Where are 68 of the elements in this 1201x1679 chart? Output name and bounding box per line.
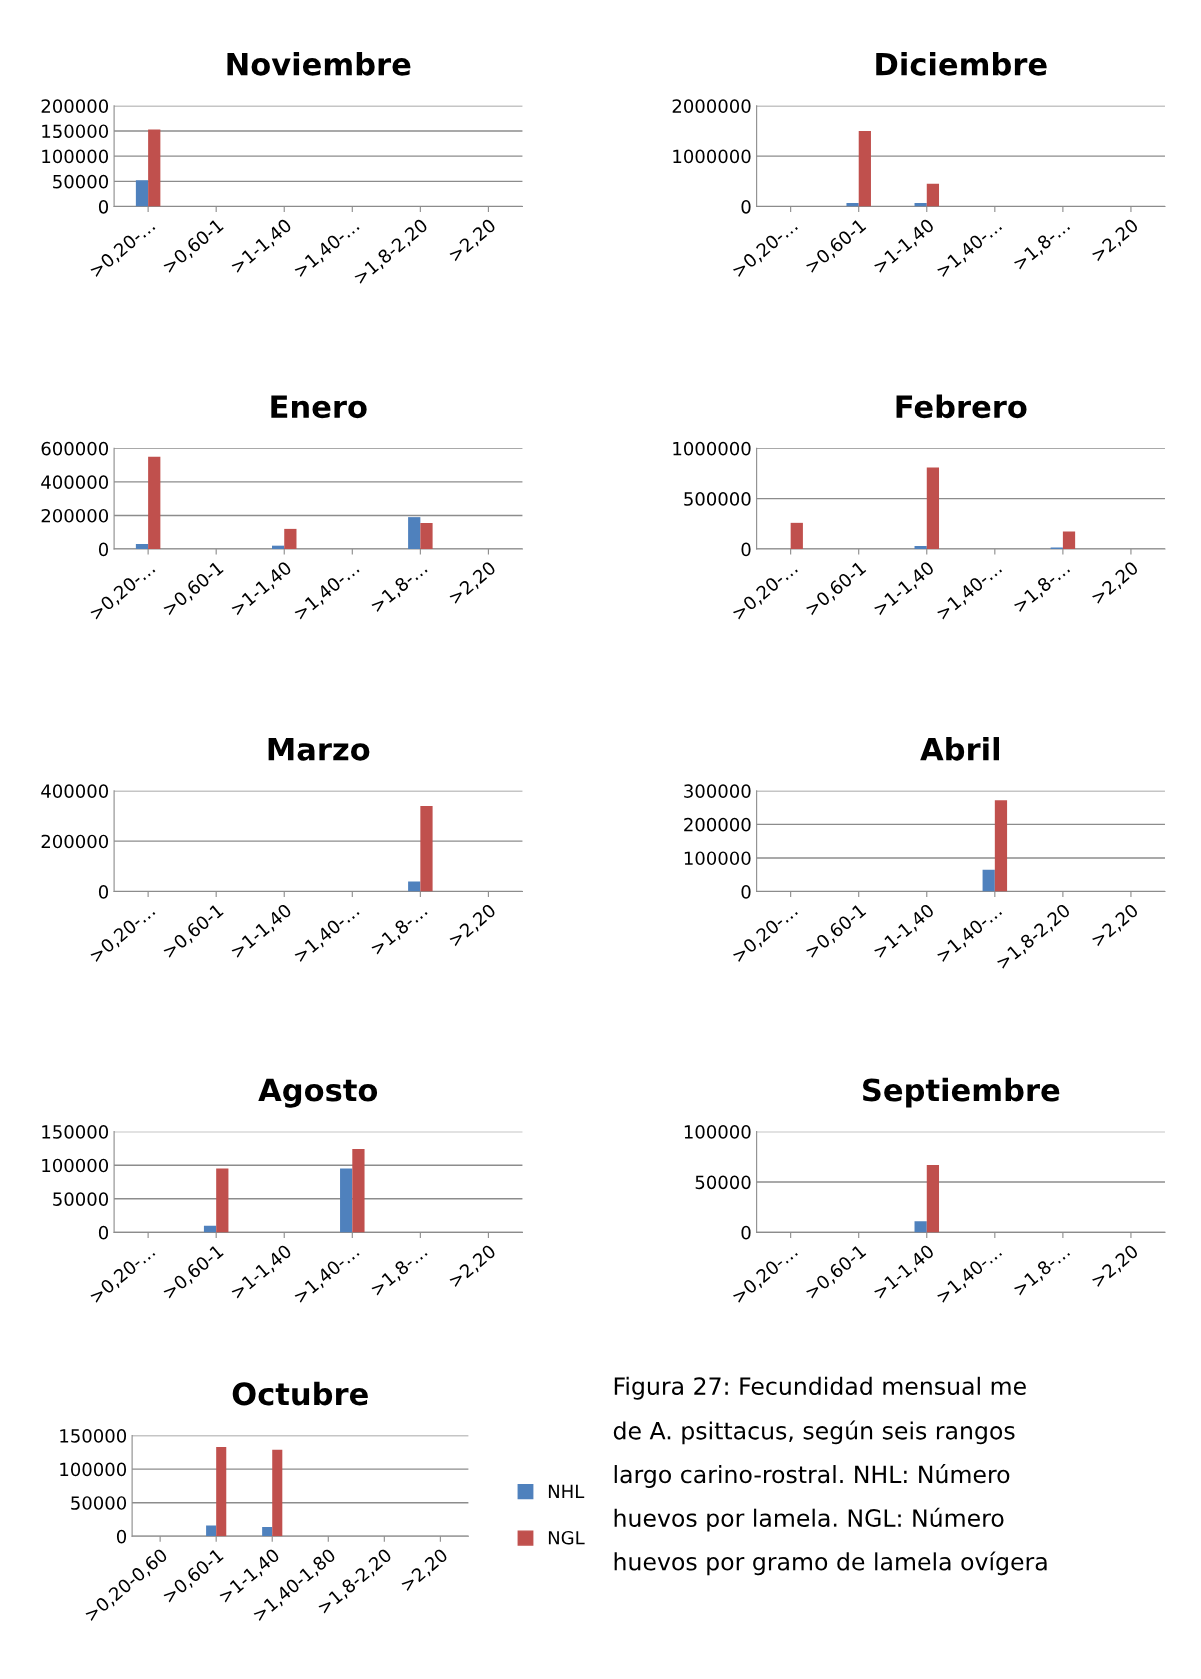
bar xyxy=(914,546,927,550)
y-tick-label: 0 xyxy=(98,1225,109,1240)
bar xyxy=(216,1168,229,1233)
bar xyxy=(135,544,149,550)
y-tick-label: 400000 xyxy=(41,475,109,489)
bar xyxy=(284,528,297,550)
text: huevos por lamela. NGL: Número xyxy=(614,1507,1004,1532)
chart-title: Diciembre xyxy=(876,52,1047,76)
bar xyxy=(420,523,433,550)
y-tick-label: 600000 xyxy=(41,441,109,456)
y-tick-label: 0 xyxy=(741,1225,751,1240)
bar xyxy=(340,1168,353,1233)
y-tick-label: 100000 xyxy=(42,149,109,164)
y-tick-label: 0 xyxy=(98,199,109,214)
legend-label: NGL xyxy=(548,1530,585,1545)
text: Figura 27: Fecundidad mensual me xyxy=(614,1376,1026,1400)
y-tick-label: 50000 xyxy=(71,1496,127,1510)
text: largo carino-rostral. NHL: Número xyxy=(614,1464,1010,1488)
bar xyxy=(846,202,859,207)
bar xyxy=(262,1526,273,1537)
y-tick-label: 100000 xyxy=(684,851,751,866)
chart-title: Septiembre xyxy=(863,1077,1060,1108)
bar xyxy=(206,1525,217,1537)
chart-title: Enero xyxy=(271,395,367,419)
y-tick-label: 50000 xyxy=(53,174,109,189)
y-tick-label: 1000000 xyxy=(673,441,751,456)
y-tick-label: 200000 xyxy=(684,817,751,832)
y-tick-label: 150000 xyxy=(60,1429,127,1443)
y-tick-label: 1000000 xyxy=(673,149,751,164)
bar xyxy=(216,1446,227,1537)
bar xyxy=(790,522,803,550)
y-tick-label: 0 xyxy=(98,885,109,899)
y-tick-label: 0 xyxy=(741,199,751,214)
text: huevos por gramo de lamela ovígera xyxy=(614,1551,1047,1576)
bar xyxy=(926,467,940,550)
y-tick-label: 0 xyxy=(741,542,751,557)
bar xyxy=(858,130,871,207)
y-tick-label: 100000 xyxy=(42,1158,109,1173)
bar xyxy=(352,1149,365,1233)
chart-title: Marzo xyxy=(268,737,370,761)
y-tick-label: 200000 xyxy=(41,99,109,113)
y-tick-label: 50000 xyxy=(53,1192,109,1206)
y-tick-label: 200000 xyxy=(41,834,109,849)
bar xyxy=(926,183,940,207)
y-tick-label: 2000000 xyxy=(672,99,751,113)
chart-title: Febrero xyxy=(896,394,1027,419)
chart-title: Noviembre xyxy=(227,52,411,76)
bar xyxy=(1062,531,1076,550)
chart-title: Abril xyxy=(920,737,999,761)
bar xyxy=(272,1449,283,1537)
y-tick-label: 100000 xyxy=(684,1125,751,1139)
y-tick-label: 500000 xyxy=(684,492,751,506)
y-tick-label: 150000 xyxy=(42,1125,109,1139)
y-tick-label: 300000 xyxy=(684,784,751,798)
y-tick-label: 100000 xyxy=(60,1462,127,1477)
text: de A. psittacus, según seis rangos xyxy=(613,1420,1015,1445)
y-tick-label: 400000 xyxy=(41,784,109,798)
y-tick-label: 50000 xyxy=(695,1175,751,1190)
bar xyxy=(408,517,421,550)
y-tick-label: 150000 xyxy=(42,124,109,139)
y-tick-label: 0 xyxy=(741,885,751,899)
y-tick-label: 0 xyxy=(98,542,109,557)
chart-title: Agosto xyxy=(258,1078,378,1108)
y-tick-label: 200000 xyxy=(41,508,109,523)
y-tick-label: 0 xyxy=(116,1529,127,1544)
chart-title: Octubre xyxy=(232,1381,368,1406)
legend-label: NHL xyxy=(548,1484,585,1498)
bar xyxy=(148,456,161,550)
